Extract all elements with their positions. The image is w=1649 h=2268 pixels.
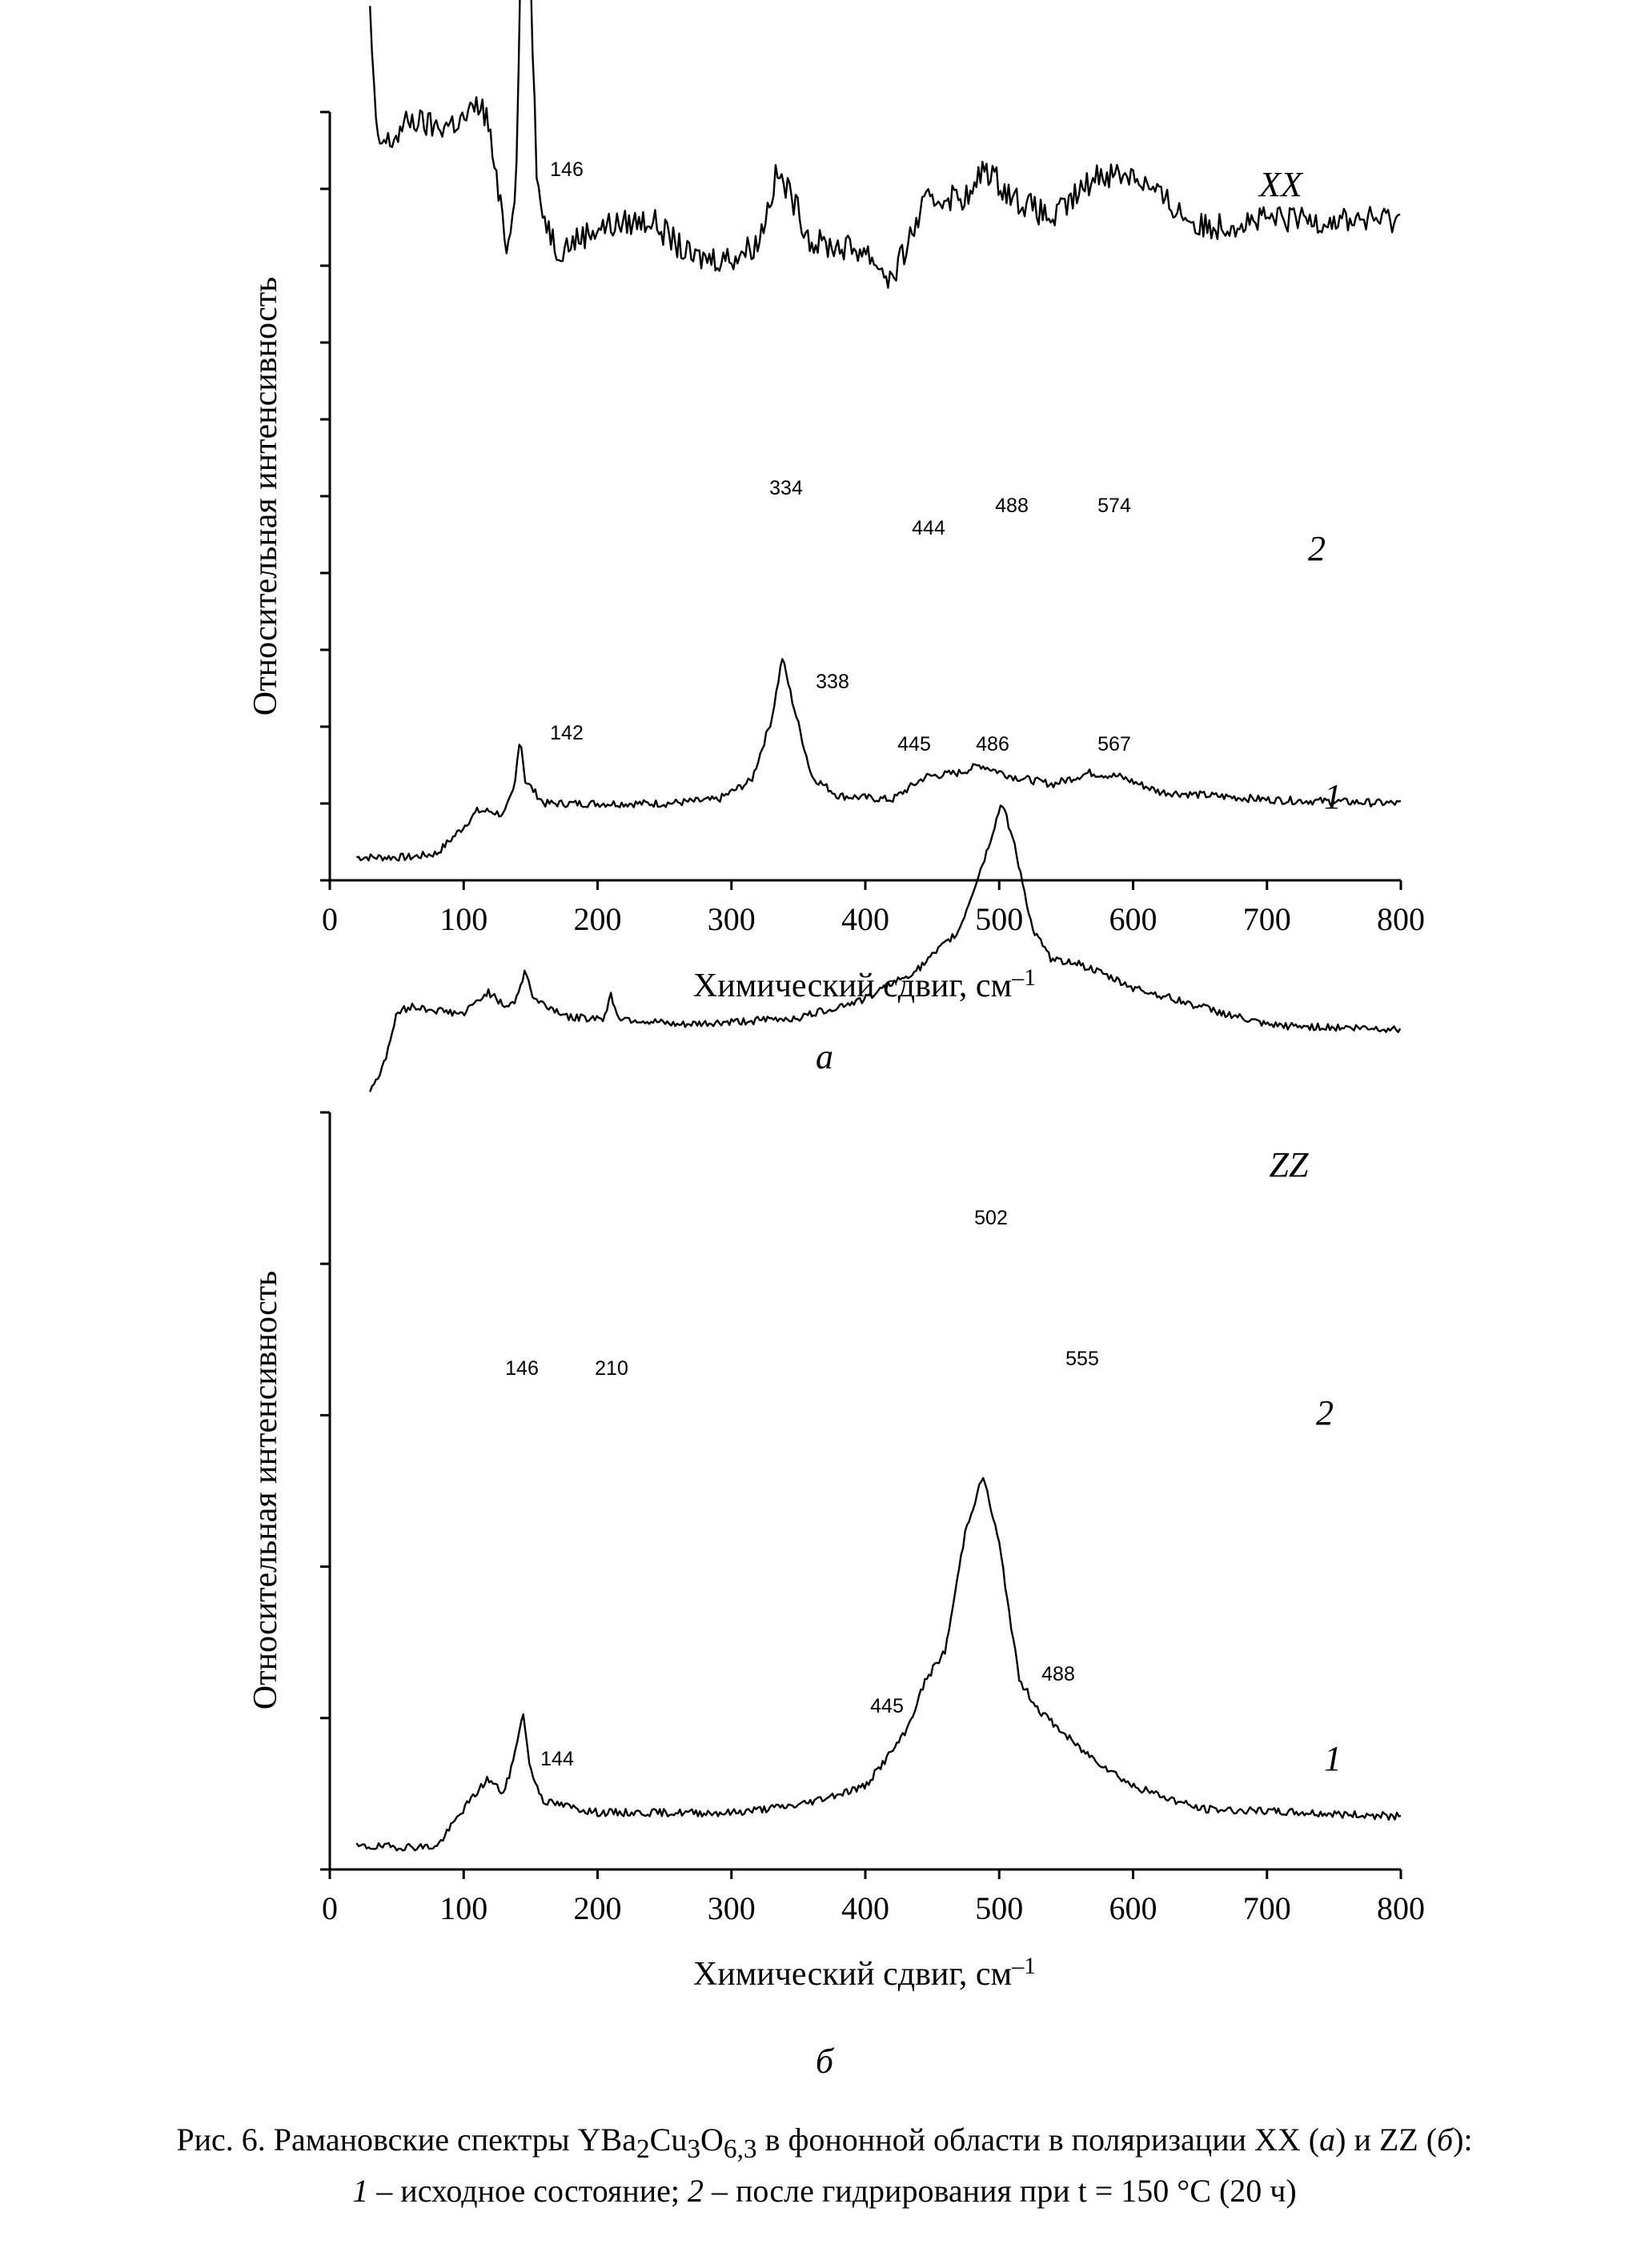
- x-tick-label-a-600: 600: [1109, 901, 1158, 937]
- spectra-b: [355, 804, 1402, 1852]
- peak-label-a-146: 146: [550, 158, 584, 181]
- x-tick-label-a-400: 400: [841, 901, 889, 937]
- x-ticks-a: 0 100 200 300 400 500 600 700 800: [322, 880, 1425, 937]
- y-axis-title-b: Относительная интенсивность: [247, 1271, 284, 1709]
- y-axis-title-a: Относительная интенсивность: [247, 277, 284, 715]
- spectrum-line-a-2: [369, 0, 1401, 289]
- caption-line-1: Рис. 6. Рамановские спектры YBa2Cu3O6,3 …: [176, 2122, 1473, 2164]
- chart-panel-b: 0 100 200 300 400 500 600 700 800 Относительная …: [247, 804, 1425, 2081]
- x-axis-unit-sup-a: –1: [1011, 964, 1036, 991]
- peak-label-b-445: 445: [870, 1695, 904, 1717]
- x-tick-label-b-800: 800: [1377, 1890, 1425, 1926]
- x-ticks-b: 0 100 200 300 400 500 600 700 800: [322, 1869, 1425, 1926]
- x-tick-label-a-300: 300: [708, 901, 756, 937]
- spectrum-line-a-1: [356, 658, 1402, 862]
- x-tick-label-a-200: 200: [574, 901, 622, 937]
- curve-label-a-1: 1: [1324, 777, 1342, 816]
- polarization-label-zz: ZZ: [1270, 1145, 1309, 1184]
- figure-caption: Рис. 6. Рамановские спектры YBa2Cu3O6,3 …: [0, 2119, 1649, 2212]
- panel-label-a: а: [816, 1037, 833, 1076]
- x-tick-label-b-700: 700: [1243, 1890, 1291, 1926]
- x-axis-title-b: Химический сдвиг, см–1: [693, 1953, 1036, 1993]
- peak-label-b-555: 555: [1065, 1348, 1099, 1370]
- peak-label-a-142: 142: [550, 722, 584, 744]
- spectrum-line-b-2: [369, 804, 1402, 1092]
- y-ticks-b: [320, 1111, 330, 1871]
- x-tick-label-a-500: 500: [975, 901, 1023, 937]
- x-tick-label-a-100: 100: [439, 901, 487, 937]
- peak-label-a-334: 334: [769, 477, 803, 499]
- peak-label-b-144: 144: [540, 1748, 574, 1770]
- peak-label-a-445: 445: [897, 733, 931, 755]
- peak-label-a-338: 338: [816, 671, 849, 693]
- spectrum-line-b-1: [355, 1477, 1402, 1852]
- x-tick-label-b-400: 400: [841, 1890, 889, 1926]
- chart-panel-a: 0 100 200 300 400 500 600 700 800 Относительная …: [247, 0, 1425, 1076]
- peak-label-b-502: 502: [974, 1207, 1008, 1229]
- x-axis-title-a: Химический сдвиг, см–1: [693, 964, 1036, 1004]
- x-tick-label-a-800: 800: [1377, 901, 1425, 937]
- y-ticks-a: [320, 110, 330, 882]
- x-tick-label-b-600: 600: [1109, 1890, 1158, 1926]
- x-axis-unit-sup-b: –1: [1011, 1953, 1036, 1979]
- curve-label-a-2: 2: [1308, 529, 1326, 568]
- peak-label-a-567: 567: [1097, 733, 1131, 755]
- caption-line-2: 1 – исходное состояние; 2 – после гидрир…: [352, 2173, 1297, 2209]
- x-tick-label-a-0: 0: [322, 901, 338, 937]
- peak-label-b-146: 146: [505, 1357, 539, 1380]
- x-tick-label-b-200: 200: [574, 1890, 622, 1926]
- x-tick-label-a-700: 700: [1243, 901, 1291, 937]
- peak-label-b-488: 488: [1041, 1663, 1075, 1685]
- x-tick-label-b-0: 0: [322, 1890, 338, 1926]
- x-tick-label-b-100: 100: [439, 1890, 487, 1926]
- polarization-label-xx: XX: [1258, 165, 1304, 204]
- peak-label-a-486: 486: [976, 733, 1009, 755]
- peak-label-a-444: 444: [912, 517, 945, 539]
- peak-label-b-210: 210: [595, 1357, 628, 1380]
- x-tick-label-b-500: 500: [975, 1890, 1023, 1926]
- curve-label-b-2: 2: [1316, 1393, 1334, 1433]
- peak-label-a-488: 488: [995, 495, 1029, 517]
- peak-label-a-574: 574: [1097, 495, 1131, 517]
- panel-label-b: б: [816, 2042, 835, 2081]
- x-tick-label-b-300: 300: [708, 1890, 756, 1926]
- spectra-a: [356, 0, 1402, 862]
- curve-label-b-1: 1: [1324, 1739, 1342, 1778]
